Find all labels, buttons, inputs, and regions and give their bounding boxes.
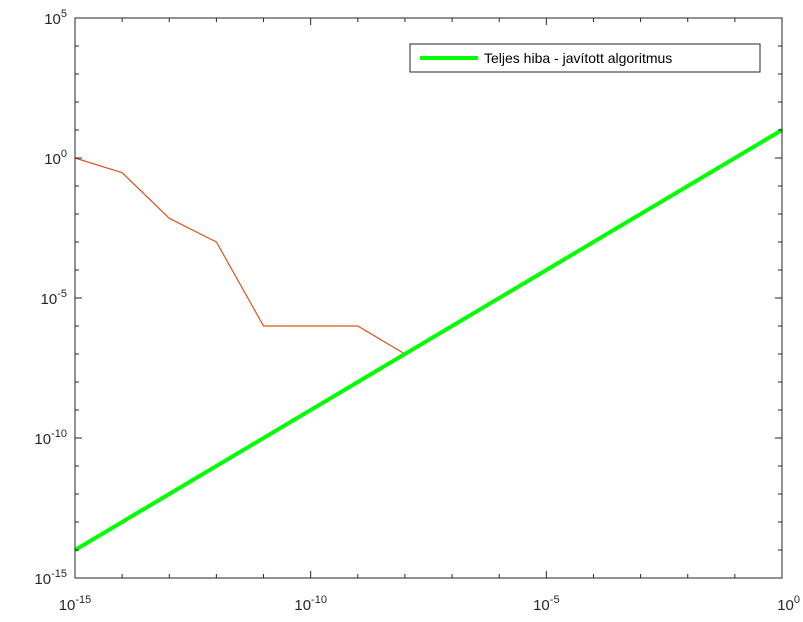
legend-label: Teljes hiba - javított algoritmus xyxy=(484,50,672,66)
axes-box xyxy=(74,17,783,579)
plot-area xyxy=(75,18,782,578)
series-layer xyxy=(73,128,784,552)
x-tick-label: 10-10 xyxy=(294,594,327,614)
x-tick-label: 100 xyxy=(777,594,800,614)
y-tick-label: 10-10 xyxy=(34,428,67,448)
x-tick-label: 10-15 xyxy=(59,594,92,614)
tick-labels: 10-15 10-10 10-5 100 10-15 10-10 10-5 100 105 xyxy=(34,8,800,614)
y-tick-label: 100 xyxy=(44,148,67,168)
y-tick-label: 10-15 xyxy=(34,568,67,588)
y-tick-label: 105 xyxy=(44,8,67,28)
y-tick-label: 10-5 xyxy=(41,288,67,308)
x-tick-label: 10-5 xyxy=(533,594,559,614)
series-line-1 xyxy=(74,157,406,355)
series-line-2 xyxy=(73,128,784,552)
legend: Teljes hiba - javított algoritmus xyxy=(409,43,761,73)
